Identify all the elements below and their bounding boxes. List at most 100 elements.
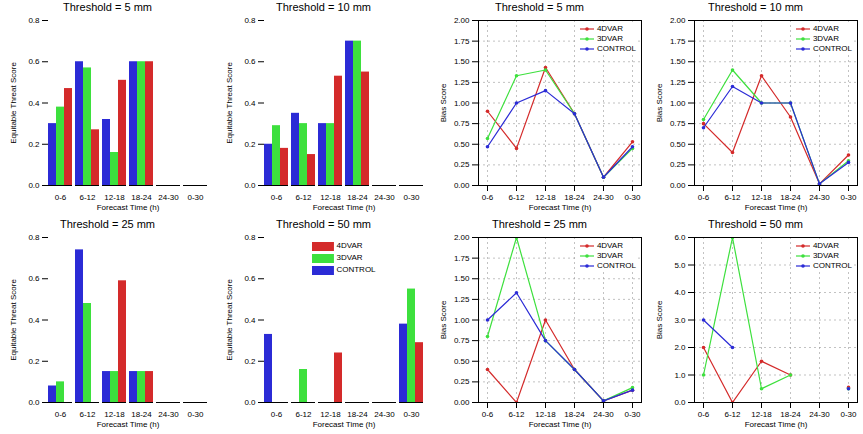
svg-text:18-24: 18-24 <box>347 193 368 202</box>
svg-text:0.75: 0.75 <box>454 119 470 128</box>
svg-text:0-30: 0-30 <box>403 410 420 419</box>
svg-text:0-30: 0-30 <box>187 410 204 419</box>
svg-text:6.0: 6.0 <box>674 233 686 242</box>
svg-text:1.75: 1.75 <box>454 37 470 46</box>
svg-text:1.50: 1.50 <box>670 57 686 66</box>
svg-text:12-18: 12-18 <box>320 410 341 419</box>
svg-text:0-6: 0-6 <box>698 410 710 419</box>
svg-text:0.6: 0.6 <box>244 274 256 283</box>
svg-text:0.75: 0.75 <box>454 336 470 345</box>
svg-text:24-30: 24-30 <box>374 410 395 419</box>
svg-text:0-6: 0-6 <box>271 410 283 419</box>
svg-text:0-6: 0-6 <box>482 410 494 419</box>
svg-text:1.75: 1.75 <box>454 254 470 263</box>
svg-text:0-30: 0-30 <box>187 193 204 202</box>
svg-text:0.8: 0.8 <box>244 16 256 25</box>
svg-text:Forecast Time (h): Forecast Time (h) <box>313 420 376 429</box>
svg-text:6-12: 6-12 <box>295 193 312 202</box>
svg-text:0.00: 0.00 <box>670 181 686 190</box>
svg-text:0.0: 0.0 <box>244 398 256 407</box>
svg-text:1.50: 1.50 <box>454 57 470 66</box>
svg-text:0-30: 0-30 <box>403 193 420 202</box>
svg-text:0.25: 0.25 <box>670 160 686 169</box>
svg-text:24-30: 24-30 <box>593 193 614 202</box>
svg-text:0-6: 0-6 <box>698 193 710 202</box>
svg-text:1.25: 1.25 <box>670 78 686 87</box>
svg-text:3.0: 3.0 <box>674 316 686 325</box>
svg-text:Forecast Time (h): Forecast Time (h) <box>97 420 160 429</box>
svg-text:6-12: 6-12 <box>79 410 96 419</box>
svg-text:1.00: 1.00 <box>454 316 470 325</box>
svg-text:18-24: 18-24 <box>780 193 801 202</box>
svg-text:18-24: 18-24 <box>347 410 368 419</box>
svg-text:0.0: 0.0 <box>28 181 40 190</box>
svg-text:18-24: 18-24 <box>780 410 801 419</box>
svg-text:1.25: 1.25 <box>454 78 470 87</box>
svg-text:0.4: 0.4 <box>28 99 40 108</box>
svg-text:0.50: 0.50 <box>454 140 470 149</box>
svg-text:2.00: 2.00 <box>670 16 686 25</box>
svg-text:12-18: 12-18 <box>104 410 125 419</box>
svg-text:6-12: 6-12 <box>508 410 525 419</box>
svg-text:0.8: 0.8 <box>28 233 40 242</box>
svg-text:0.2: 0.2 <box>28 140 40 149</box>
svg-text:12-18: 12-18 <box>751 410 772 419</box>
svg-text:0-30: 0-30 <box>840 193 857 202</box>
svg-text:Bias Score: Bias Score <box>655 83 664 122</box>
svg-text:0.00: 0.00 <box>454 398 470 407</box>
svg-text:0.0: 0.0 <box>674 398 686 407</box>
svg-text:Forecast Time (h): Forecast Time (h) <box>529 203 592 212</box>
svg-text:Equitable Threat Score: Equitable Threat Score <box>225 279 234 361</box>
svg-text:24-30: 24-30 <box>374 193 395 202</box>
svg-text:1.50: 1.50 <box>454 274 470 283</box>
svg-text:0.50: 0.50 <box>454 357 470 366</box>
svg-text:12-18: 12-18 <box>751 193 772 202</box>
svg-text:0.00: 0.00 <box>454 181 470 190</box>
svg-text:0.6: 0.6 <box>28 57 40 66</box>
svg-text:0.25: 0.25 <box>454 377 470 386</box>
svg-text:18-24: 18-24 <box>564 410 585 419</box>
svg-text:Equitable Threat Score: Equitable Threat Score <box>9 62 18 144</box>
svg-text:0-6: 0-6 <box>271 193 283 202</box>
svg-text:0.2: 0.2 <box>244 357 256 366</box>
svg-text:0.6: 0.6 <box>28 274 40 283</box>
svg-text:6-12: 6-12 <box>295 410 312 419</box>
svg-text:0.0: 0.0 <box>28 398 40 407</box>
svg-text:0.4: 0.4 <box>244 99 256 108</box>
svg-text:24-30: 24-30 <box>158 193 179 202</box>
svg-text:12-18: 12-18 <box>320 193 341 202</box>
svg-text:5.0: 5.0 <box>674 261 686 270</box>
svg-text:0.75: 0.75 <box>670 119 686 128</box>
svg-text:Bias Score: Bias Score <box>439 300 448 339</box>
svg-text:0.2: 0.2 <box>244 140 256 149</box>
svg-text:0-30: 0-30 <box>624 410 641 419</box>
svg-text:24-30: 24-30 <box>809 410 830 419</box>
svg-text:2.00: 2.00 <box>454 16 470 25</box>
svg-text:0.8: 0.8 <box>244 233 256 242</box>
svg-text:Equitable Threat Score: Equitable Threat Score <box>9 279 18 361</box>
svg-text:0.2: 0.2 <box>28 357 40 366</box>
svg-text:Forecast Time (h): Forecast Time (h) <box>745 203 808 212</box>
svg-text:1.00: 1.00 <box>670 99 686 108</box>
svg-text:24-30: 24-30 <box>593 410 614 419</box>
svg-text:12-18: 12-18 <box>535 410 556 419</box>
svg-text:Forecast Time (h): Forecast Time (h) <box>313 203 376 212</box>
svg-text:18-24: 18-24 <box>564 193 585 202</box>
svg-text:Equitable Threat Score: Equitable Threat Score <box>225 62 234 144</box>
svg-text:0.4: 0.4 <box>244 316 256 325</box>
svg-text:2.0: 2.0 <box>674 343 686 352</box>
svg-text:6-12: 6-12 <box>724 410 741 419</box>
svg-text:0.0: 0.0 <box>244 181 256 190</box>
svg-text:0-6: 0-6 <box>482 193 494 202</box>
svg-text:Bias Score: Bias Score <box>439 83 448 122</box>
svg-text:0.8: 0.8 <box>28 16 40 25</box>
svg-text:0.6: 0.6 <box>244 57 256 66</box>
svg-text:Forecast Time (h): Forecast Time (h) <box>745 420 808 429</box>
svg-text:Forecast Time (h): Forecast Time (h) <box>97 203 160 212</box>
svg-text:4.0: 4.0 <box>674 288 686 297</box>
svg-text:Bias Score: Bias Score <box>655 300 664 339</box>
svg-text:0.25: 0.25 <box>454 160 470 169</box>
svg-text:Forecast Time (h): Forecast Time (h) <box>529 420 592 429</box>
svg-text:2.00: 2.00 <box>454 233 470 242</box>
svg-text:12-18: 12-18 <box>104 193 125 202</box>
